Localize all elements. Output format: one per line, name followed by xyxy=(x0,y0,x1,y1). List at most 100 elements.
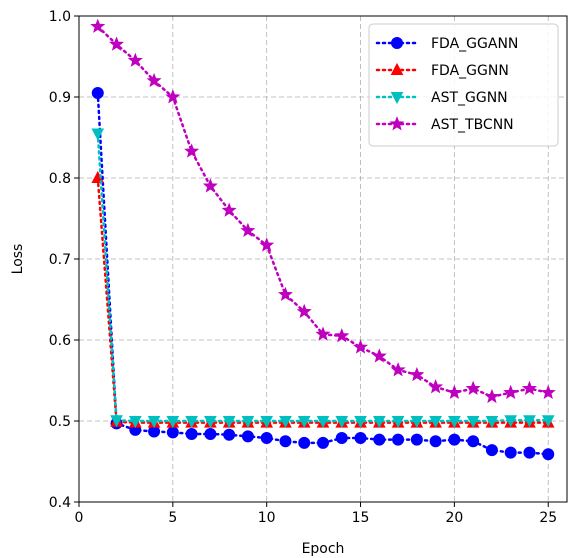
x-tick-label: 10 xyxy=(258,510,276,526)
data-point xyxy=(241,430,254,443)
x-axis-ticks: 0 5 10 15 20 25 xyxy=(75,502,557,526)
data-point xyxy=(296,303,312,319)
y-tick-label: 0.4 xyxy=(49,495,71,511)
legend-marker xyxy=(390,92,404,105)
legend-label: AST_TBCNN xyxy=(431,117,514,133)
data-point xyxy=(315,326,331,341)
data-point xyxy=(316,416,330,429)
data-point xyxy=(184,143,200,158)
data-point xyxy=(392,433,405,446)
data-point xyxy=(448,416,461,429)
data-point xyxy=(521,380,537,395)
data-point xyxy=(409,366,425,382)
data-point xyxy=(335,416,349,429)
data-point xyxy=(91,86,104,99)
y-tick-label: 0.7 xyxy=(49,252,71,268)
data-point xyxy=(204,416,217,429)
data-point xyxy=(467,435,480,448)
data-point xyxy=(523,446,536,459)
data-point xyxy=(504,415,518,428)
data-point xyxy=(279,435,292,448)
data-point xyxy=(390,362,406,377)
data-point xyxy=(466,416,480,429)
data-point xyxy=(354,432,367,445)
series-ast-ggnn xyxy=(91,128,555,429)
legend-marker xyxy=(391,37,403,49)
data-point xyxy=(223,428,236,441)
x-tick-label: 5 xyxy=(168,510,177,526)
y-tick-label: 1.0 xyxy=(49,9,71,25)
data-point xyxy=(485,416,499,429)
data-point xyxy=(485,444,498,457)
legend-marker xyxy=(389,116,405,131)
data-point xyxy=(504,446,517,459)
y-axis-label: Loss xyxy=(10,244,26,275)
data-point xyxy=(222,416,236,429)
y-tick-label: 0.8 xyxy=(49,171,71,187)
legend: FDA_GGANN FDA_GGNN AST_GGNN AST_TBCNN xyxy=(368,23,559,147)
data-point xyxy=(542,448,555,461)
x-tick-label: 0 xyxy=(75,510,84,526)
legend-label: FDA_GGANN xyxy=(431,36,518,52)
legend-item: AST_GGNN xyxy=(375,90,508,106)
data-point xyxy=(540,384,556,400)
data-point xyxy=(373,433,386,446)
data-point xyxy=(428,379,444,394)
data-point xyxy=(185,427,198,440)
data-point xyxy=(335,432,348,445)
data-point xyxy=(334,328,350,343)
data-point xyxy=(371,348,387,363)
x-tick-label: 20 xyxy=(445,510,463,526)
data-point xyxy=(298,436,311,449)
data-point xyxy=(523,415,536,428)
data-point xyxy=(429,435,442,448)
y-tick-label: 0.6 xyxy=(49,333,71,349)
data-point xyxy=(146,72,162,88)
data-point xyxy=(110,415,123,428)
data-point xyxy=(260,416,274,429)
data-point xyxy=(448,433,461,446)
data-point xyxy=(90,18,106,33)
data-point xyxy=(279,416,292,429)
data-point xyxy=(127,52,143,67)
data-point xyxy=(166,426,179,439)
legend-item: FDA_GGNN xyxy=(375,62,509,79)
data-point xyxy=(354,416,367,429)
x-tick-label: 25 xyxy=(539,510,557,526)
series-fda-ggann xyxy=(91,86,555,461)
data-point xyxy=(372,416,386,429)
legend-item: AST_TBCNN xyxy=(375,116,514,133)
data-point xyxy=(166,416,180,429)
y-tick-label: 0.9 xyxy=(49,90,71,106)
plot-frame xyxy=(78,15,568,503)
data-point xyxy=(353,339,369,354)
data-point xyxy=(147,416,161,429)
data-point xyxy=(128,416,142,429)
data-point xyxy=(109,36,125,51)
y-axis-ticks: 0.4 0.5 0.6 0.7 0.8 0.9 1.0 xyxy=(49,9,79,511)
data-point xyxy=(391,416,405,429)
data-point xyxy=(541,415,555,428)
data-point xyxy=(429,416,442,429)
legend-item: FDA_GGANN xyxy=(375,36,518,52)
series-group xyxy=(90,18,556,461)
data-point xyxy=(241,416,255,429)
data-point xyxy=(204,427,217,440)
data-point xyxy=(240,222,256,238)
legend-marker xyxy=(390,62,404,75)
data-point xyxy=(297,416,311,429)
data-point xyxy=(260,432,273,445)
data-point xyxy=(465,380,481,395)
data-point xyxy=(185,416,198,429)
data-point xyxy=(446,384,462,400)
data-point xyxy=(221,202,237,217)
legend-label: FDA_GGNN xyxy=(431,63,509,79)
data-point xyxy=(277,286,293,302)
data-point xyxy=(317,436,329,449)
data-point xyxy=(410,433,423,446)
data-point xyxy=(165,89,181,104)
data-point xyxy=(410,416,424,429)
data-point xyxy=(503,384,519,400)
series-ast-tbcnn xyxy=(90,18,556,404)
